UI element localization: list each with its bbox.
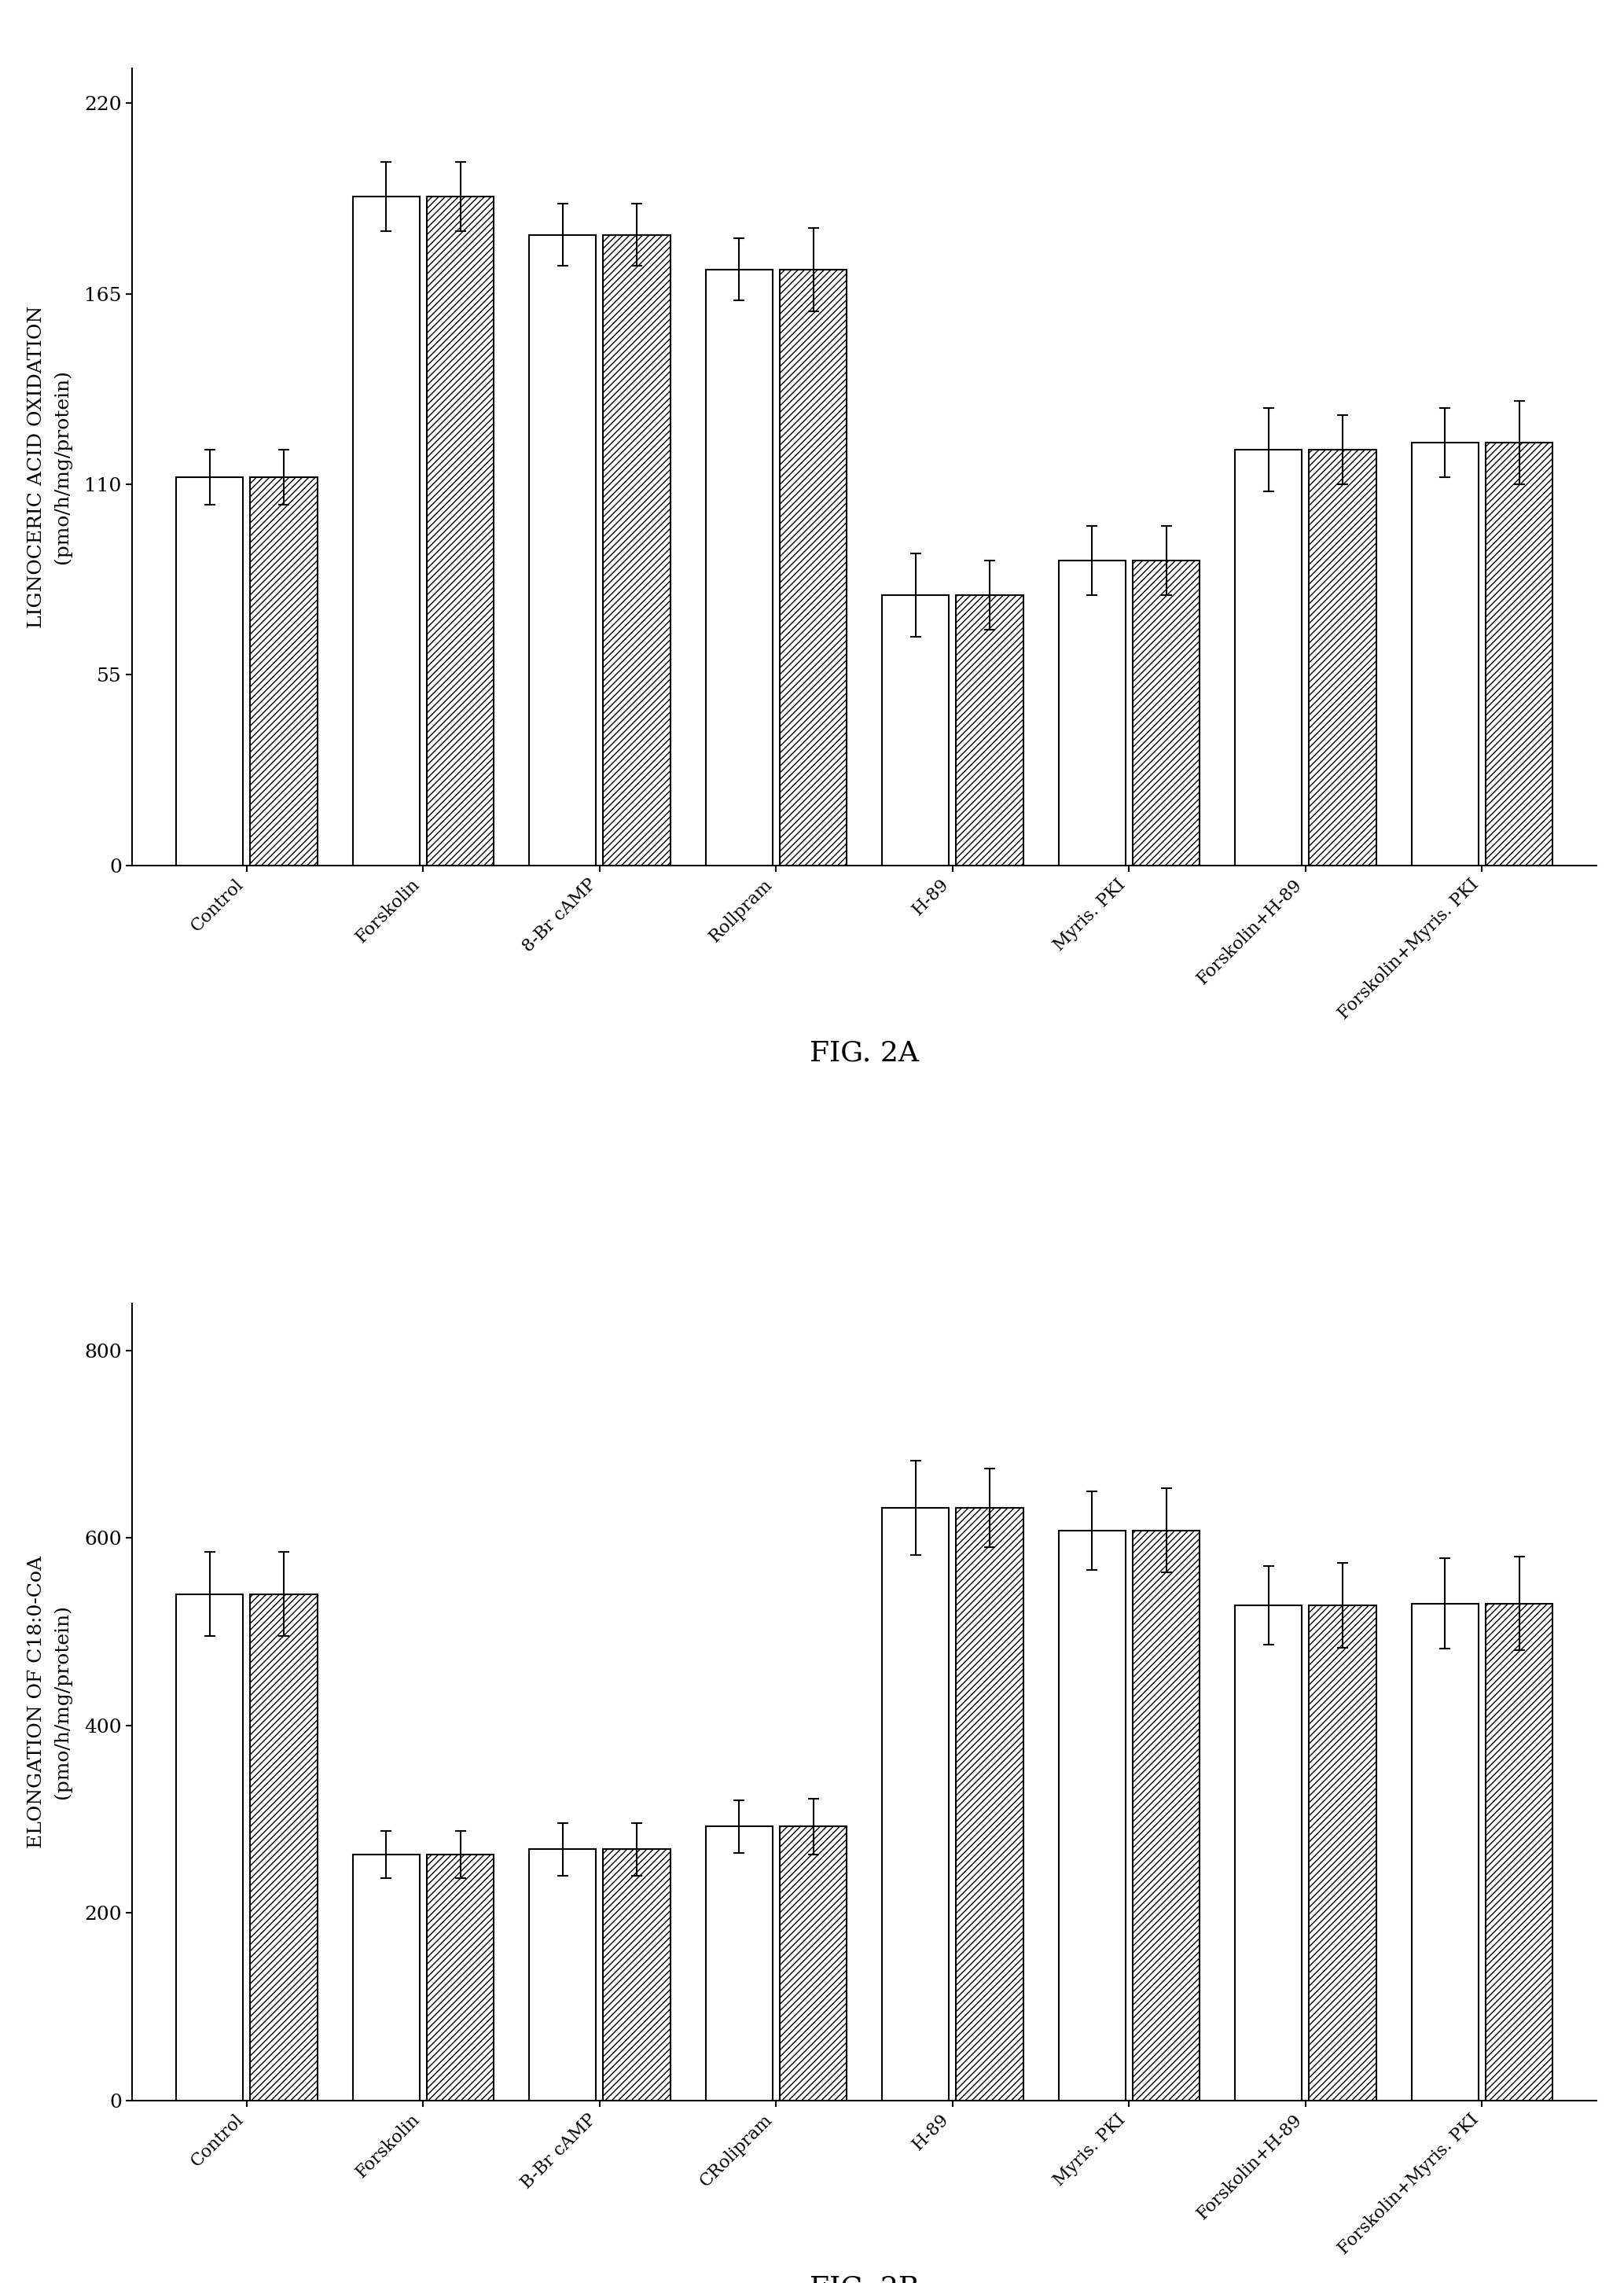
Bar (352, 196, 419, 865)
Bar (529, 235, 596, 865)
Bar (1309, 1605, 1376, 2100)
Bar (882, 1507, 948, 2100)
Y-axis label: ELONGATION OF C18:0-CoA
(pmo/h/mg/protein): ELONGATION OF C18:0-CoA (pmo/h/mg/protei… (28, 1555, 71, 1849)
Bar (250, 477, 317, 865)
Bar (882, 596, 948, 865)
Text: FIG. 2A: FIG. 2A (810, 1041, 919, 1066)
Y-axis label: LIGNOCERIC ACID OXIDATION
(pmo/h/mg/protein): LIGNOCERIC ACID OXIDATION (pmo/h/mg/prot… (28, 306, 71, 628)
Bar (427, 1854, 494, 2100)
Bar (250, 1594, 317, 2100)
Bar (427, 196, 494, 865)
Bar (1309, 450, 1376, 865)
Bar (1234, 1605, 1302, 2100)
Text: FIG. 2B: FIG. 2B (809, 2276, 919, 2283)
Bar (352, 1854, 419, 2100)
Bar (780, 269, 846, 865)
Bar (1411, 443, 1478, 865)
Bar (175, 477, 244, 865)
Bar (1132, 1530, 1200, 2100)
Bar (1059, 559, 1125, 865)
Bar (957, 596, 1023, 865)
Bar (780, 1826, 846, 2100)
Bar (1486, 443, 1553, 865)
Bar (529, 1849, 596, 2100)
Bar (957, 1507, 1023, 2100)
Bar (1059, 1530, 1125, 2100)
Bar (1411, 1603, 1478, 2100)
Bar (1132, 559, 1200, 865)
Bar (175, 1594, 244, 2100)
Bar (705, 269, 773, 865)
Bar (1234, 450, 1302, 865)
Bar (603, 235, 671, 865)
Bar (705, 1826, 773, 2100)
Bar (603, 1849, 671, 2100)
Bar (1486, 1603, 1553, 2100)
